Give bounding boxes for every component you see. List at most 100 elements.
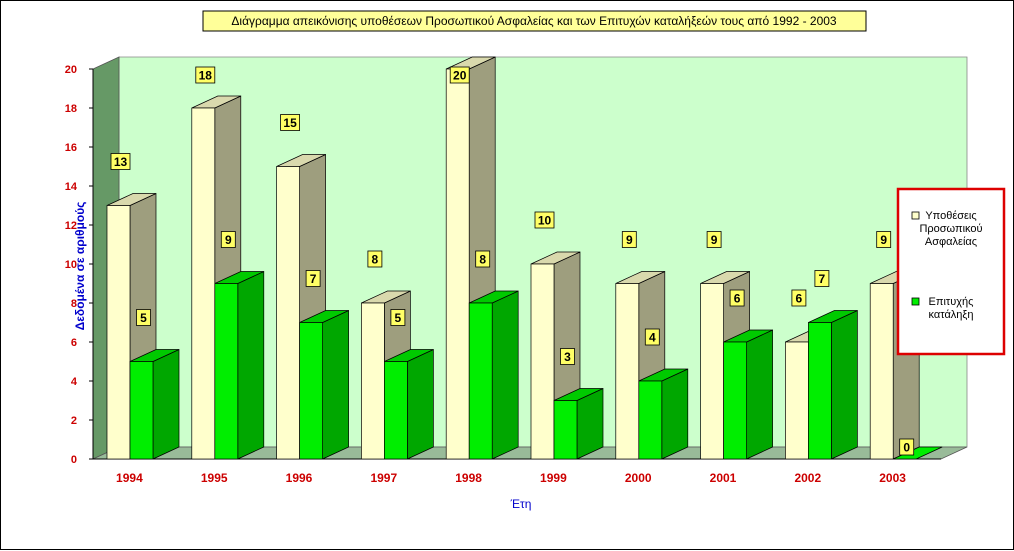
data-label-series-1: 8 [367, 250, 383, 268]
data-label-text: 20 [453, 69, 467, 83]
bar-side [491, 290, 519, 460]
bar-side [746, 329, 773, 460]
data-label-series-1: 15 [280, 114, 301, 131]
data-label-box [791, 289, 807, 307]
y-tick-label: 20 [65, 64, 77, 76]
y-tick-label: 16 [65, 142, 77, 154]
data-label-series-2: 5 [390, 309, 406, 326]
bar-front [468, 302, 493, 460]
data-label-text: 6 [796, 292, 803, 306]
bar-front [276, 166, 300, 460]
data-label-box [280, 114, 301, 131]
bar-side [407, 348, 434, 460]
chart-title: Διάγραμμα απεικόνισης υποθέσεων Προσωπικ… [231, 14, 837, 28]
bar-series-2 [214, 270, 265, 460]
chart-title-group: Διάγραμμα απεικόνισης υποθέσεων Προσωπικ… [202, 10, 867, 32]
data-label-series-2: 4 [644, 328, 660, 346]
data-label-text: 3 [564, 350, 571, 364]
bar-side [237, 270, 265, 460]
data-label-series-1: 10 [534, 211, 555, 229]
data-label-series-2: 7 [814, 270, 830, 287]
data-label-text: 8 [372, 253, 379, 267]
data-label-series-1: 9 [621, 231, 637, 248]
bar-front [299, 322, 323, 460]
data-label-box [390, 309, 406, 326]
bar-series-2 [384, 348, 434, 460]
bar-side [661, 368, 689, 460]
bar-front [106, 205, 131, 460]
data-label-box [110, 153, 131, 170]
data-label-series-2: 9 [220, 231, 236, 248]
data-label-text: 4 [649, 331, 656, 345]
x-tick-label: 1999 [540, 471, 567, 485]
data-label-series-2: 8 [475, 250, 491, 268]
bar-front [553, 400, 578, 460]
data-label-text: 7 [310, 272, 317, 286]
bar-series-2 [638, 368, 689, 460]
y-tick-label: 14 [65, 181, 78, 193]
x-tick-label: 2002 [794, 471, 821, 485]
y-tick-label: 2 [71, 415, 77, 427]
data-label-box [367, 250, 383, 268]
data-label-text: 6 [734, 292, 741, 306]
data-label-text: 10 [538, 214, 552, 228]
data-label-series-1: 9 [706, 231, 722, 248]
legend-label: Ασφαλείας [925, 236, 977, 248]
bar-series-2 [723, 329, 773, 460]
bar-front [638, 380, 663, 460]
data-label-series-1: 20 [449, 66, 470, 84]
data-label-series-2: 0 [899, 438, 915, 456]
bar-front [869, 283, 894, 460]
data-label-box [814, 270, 830, 287]
data-label-text: 9 [880, 233, 887, 247]
y-tick-label: 10 [65, 259, 77, 271]
data-label-series-2: 6 [729, 289, 745, 307]
bar-side [831, 309, 858, 460]
data-label-box [706, 231, 722, 248]
legend-swatch [911, 211, 920, 220]
bar-front [129, 361, 154, 460]
data-label-text: 15 [283, 116, 297, 130]
bar-front [700, 283, 724, 460]
legend-label: κατάληξη [929, 309, 974, 321]
x-tick-label: 2000 [625, 471, 652, 485]
data-label-box [876, 231, 892, 248]
data-label-box [899, 438, 915, 456]
x-tick-label: 2003 [879, 471, 906, 485]
bar-series-2 [808, 309, 858, 460]
x-tick-label: 1998 [455, 471, 482, 485]
bar-front [785, 341, 809, 460]
y-tick-label: 8 [71, 298, 77, 310]
chart-title-box [202, 10, 867, 32]
data-label-box [475, 250, 491, 268]
data-label-box [220, 231, 236, 248]
y-tick-label: 6 [71, 337, 77, 349]
bar-front [530, 263, 555, 460]
bar-front [808, 322, 832, 460]
bar-front [214, 283, 239, 460]
x-tick-label: 1996 [286, 471, 313, 485]
bar-front [361, 302, 385, 460]
legend-label: Υποθέσεις [925, 210, 976, 222]
data-label-box [449, 66, 470, 84]
data-label-text: 9 [711, 233, 718, 247]
data-label-box [195, 66, 216, 84]
bar-series-2 [299, 309, 349, 460]
bar-side [322, 309, 349, 460]
data-label-text: 9 [225, 233, 232, 247]
x-tick-label: 1995 [201, 471, 228, 485]
x-axis-title: Έτη [510, 497, 532, 511]
data-labels: 13 5 18 9 15 7 8 5 20 8 10 3 9 4 9 6 6 7 9 0 [110, 66, 915, 456]
data-label-series-2: 5 [136, 309, 151, 326]
bar-front [723, 341, 747, 460]
data-label-box [621, 231, 637, 248]
legend-swatch [911, 297, 920, 306]
x-tick-label: 1994 [116, 471, 143, 485]
data-label-box [534, 211, 555, 229]
data-label-box [729, 289, 745, 307]
